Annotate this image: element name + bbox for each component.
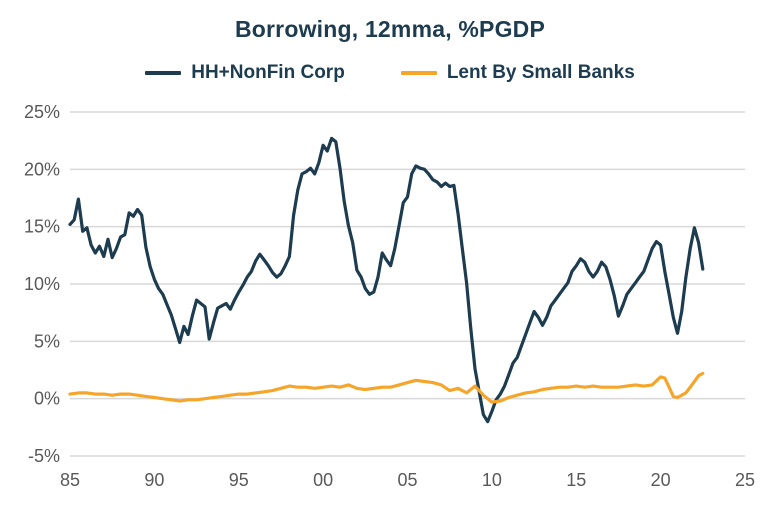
- y-tick-label: 25%: [24, 102, 60, 122]
- legend-swatch-small-banks-line: [400, 71, 437, 75]
- y-tick-label: 20%: [24, 159, 60, 179]
- line-chart-plot: -5% 0% 5% 10% 15% 20% 25% 85 90 95 00 05 10 15 20 25: [24, 102, 755, 490]
- legend-swatch-hh-line: [145, 71, 182, 75]
- x-tick-label: 20: [651, 470, 671, 490]
- legend: HH+NonFin Corp Lent By Small Banks: [0, 59, 780, 87]
- y-tick-label: -5%: [28, 446, 60, 466]
- legend-item-lent-by-small-banks: Lent By Small Banks: [400, 62, 635, 84]
- y-tick-label: 15%: [24, 217, 60, 237]
- y-tick-label: 5%: [34, 331, 60, 351]
- series-line-1: [68, 371, 705, 404]
- series-line-0: [68, 136, 705, 424]
- x-tick-label: 95: [229, 470, 249, 490]
- x-tick-label: 25: [735, 470, 755, 490]
- x-tick-label: 00: [313, 470, 333, 490]
- x-tick-label: 90: [144, 470, 164, 490]
- x-tick-label: 15: [566, 470, 586, 490]
- y-tick-label: 0%: [34, 389, 60, 409]
- x-tick-label: 85: [60, 470, 80, 490]
- x-tick-label: 10: [482, 470, 502, 490]
- x-tick-label: 05: [397, 470, 417, 490]
- y-tick-label: 10%: [24, 274, 60, 294]
- legend-label-lent-by-small-banks: Lent By Small Banks: [446, 62, 635, 83]
- legend-item-hh-nonfin-corp: HH+NonFin Corp: [145, 62, 345, 84]
- legend-label-hh-nonfin-corp: HH+NonFin Corp: [191, 62, 345, 83]
- chart-title: Borrowing, 12mma, %PGDP: [234, 16, 546, 42]
